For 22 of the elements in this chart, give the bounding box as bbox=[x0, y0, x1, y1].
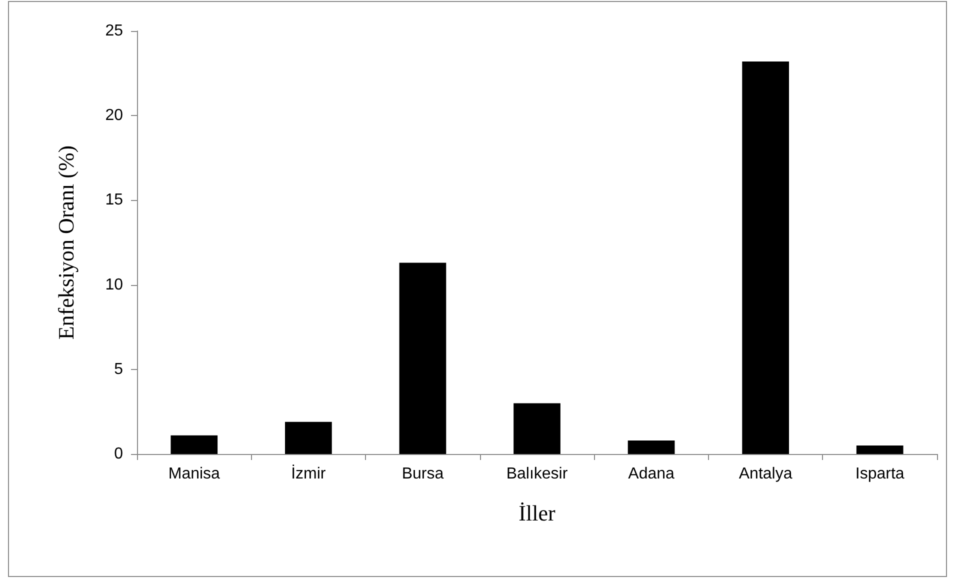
x-tick-label: İzmir bbox=[291, 464, 326, 482]
x-tick-label: Antalya bbox=[738, 466, 792, 482]
y-tick-label: 0 bbox=[114, 446, 124, 462]
bar bbox=[170, 435, 218, 454]
y-tick-label: 5 bbox=[114, 360, 124, 378]
bar bbox=[514, 403, 560, 454]
y-tick-label: 20 bbox=[105, 107, 124, 124]
x-tick-label: Manisa bbox=[168, 466, 220, 482]
y-axis-title: Enfeksiyon Oranı (%) bbox=[54, 145, 78, 340]
y-tick-label: 15 bbox=[105, 192, 124, 209]
y-tick-label: 25 bbox=[105, 22, 124, 40]
x-tick-label: Bursa bbox=[402, 466, 444, 482]
bar bbox=[628, 440, 675, 454]
x-tick-label: Isparta bbox=[855, 466, 904, 482]
x-tick-label: Adana bbox=[628, 466, 675, 482]
bar bbox=[285, 422, 332, 454]
bar bbox=[856, 446, 904, 454]
bar bbox=[399, 262, 446, 454]
x-axis-title: İller bbox=[518, 500, 556, 526]
y-tick-label: 10 bbox=[105, 276, 124, 294]
bar bbox=[742, 61, 789, 454]
x-tick-label: Balıkesir bbox=[506, 466, 568, 482]
